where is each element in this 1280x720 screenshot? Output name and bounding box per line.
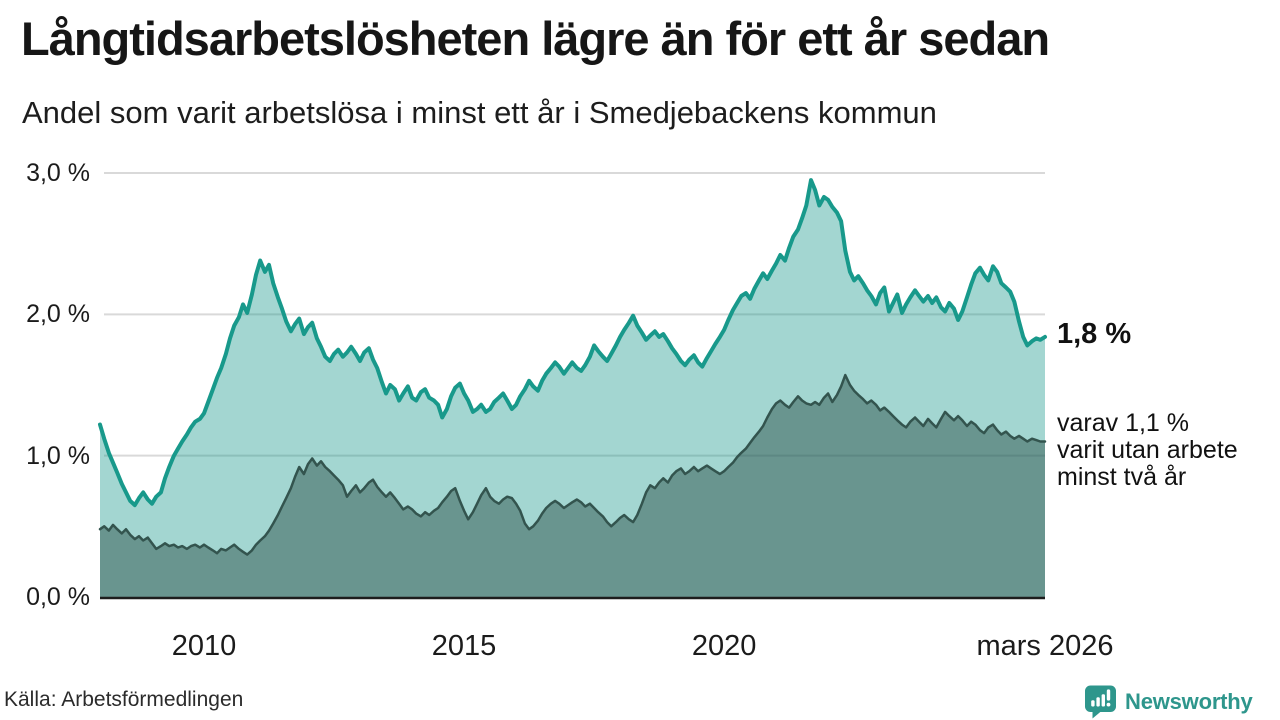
y-tick-label: 0,0 % <box>26 583 90 611</box>
x-tick-label: mars 2026 <box>976 630 1114 662</box>
annotation-line-1: varav 1,1 % <box>1057 409 1190 437</box>
chart-subtitle: Andel som varit arbetslösa i minst ett å… <box>22 95 937 130</box>
y-tick-label: 2,0 % <box>26 300 90 329</box>
series-one-year-area <box>100 180 1045 597</box>
annotation-line-3: minst två år <box>1057 463 1187 491</box>
x-tick-label: 2020 <box>691 630 757 662</box>
x-tick-label: 2010 <box>171 630 237 662</box>
x-tick-label: 2015 <box>431 630 497 662</box>
newsworthy-logo[interactable]: Newsworthy <box>1084 685 1253 719</box>
annotation-line-2: varit utan arbete <box>1057 436 1238 464</box>
y-tick-label: 3,0 % <box>26 159 90 187</box>
secondary-series-annotation: varav 1,1 % varit utan arbete minst två … <box>1057 410 1238 491</box>
newsworthy-icon <box>1085 685 1116 719</box>
series-one-year-line <box>98 178 1047 508</box>
newsworthy-wordmark: Newsworthy <box>1125 689 1253 714</box>
series-two-years-line <box>98 373 1047 556</box>
latest-value-label: 1,8 % <box>1057 318 1132 350</box>
page-title: Långtidsarbetslösheten lägre än för ett … <box>21 12 1050 65</box>
speech-bubble-tail <box>1092 711 1102 719</box>
series-two-years-area <box>100 375 1045 597</box>
y-tick-label: 1,0 % <box>26 441 90 470</box>
source-note: Källa: Arbetsförmedlingen <box>4 688 244 711</box>
